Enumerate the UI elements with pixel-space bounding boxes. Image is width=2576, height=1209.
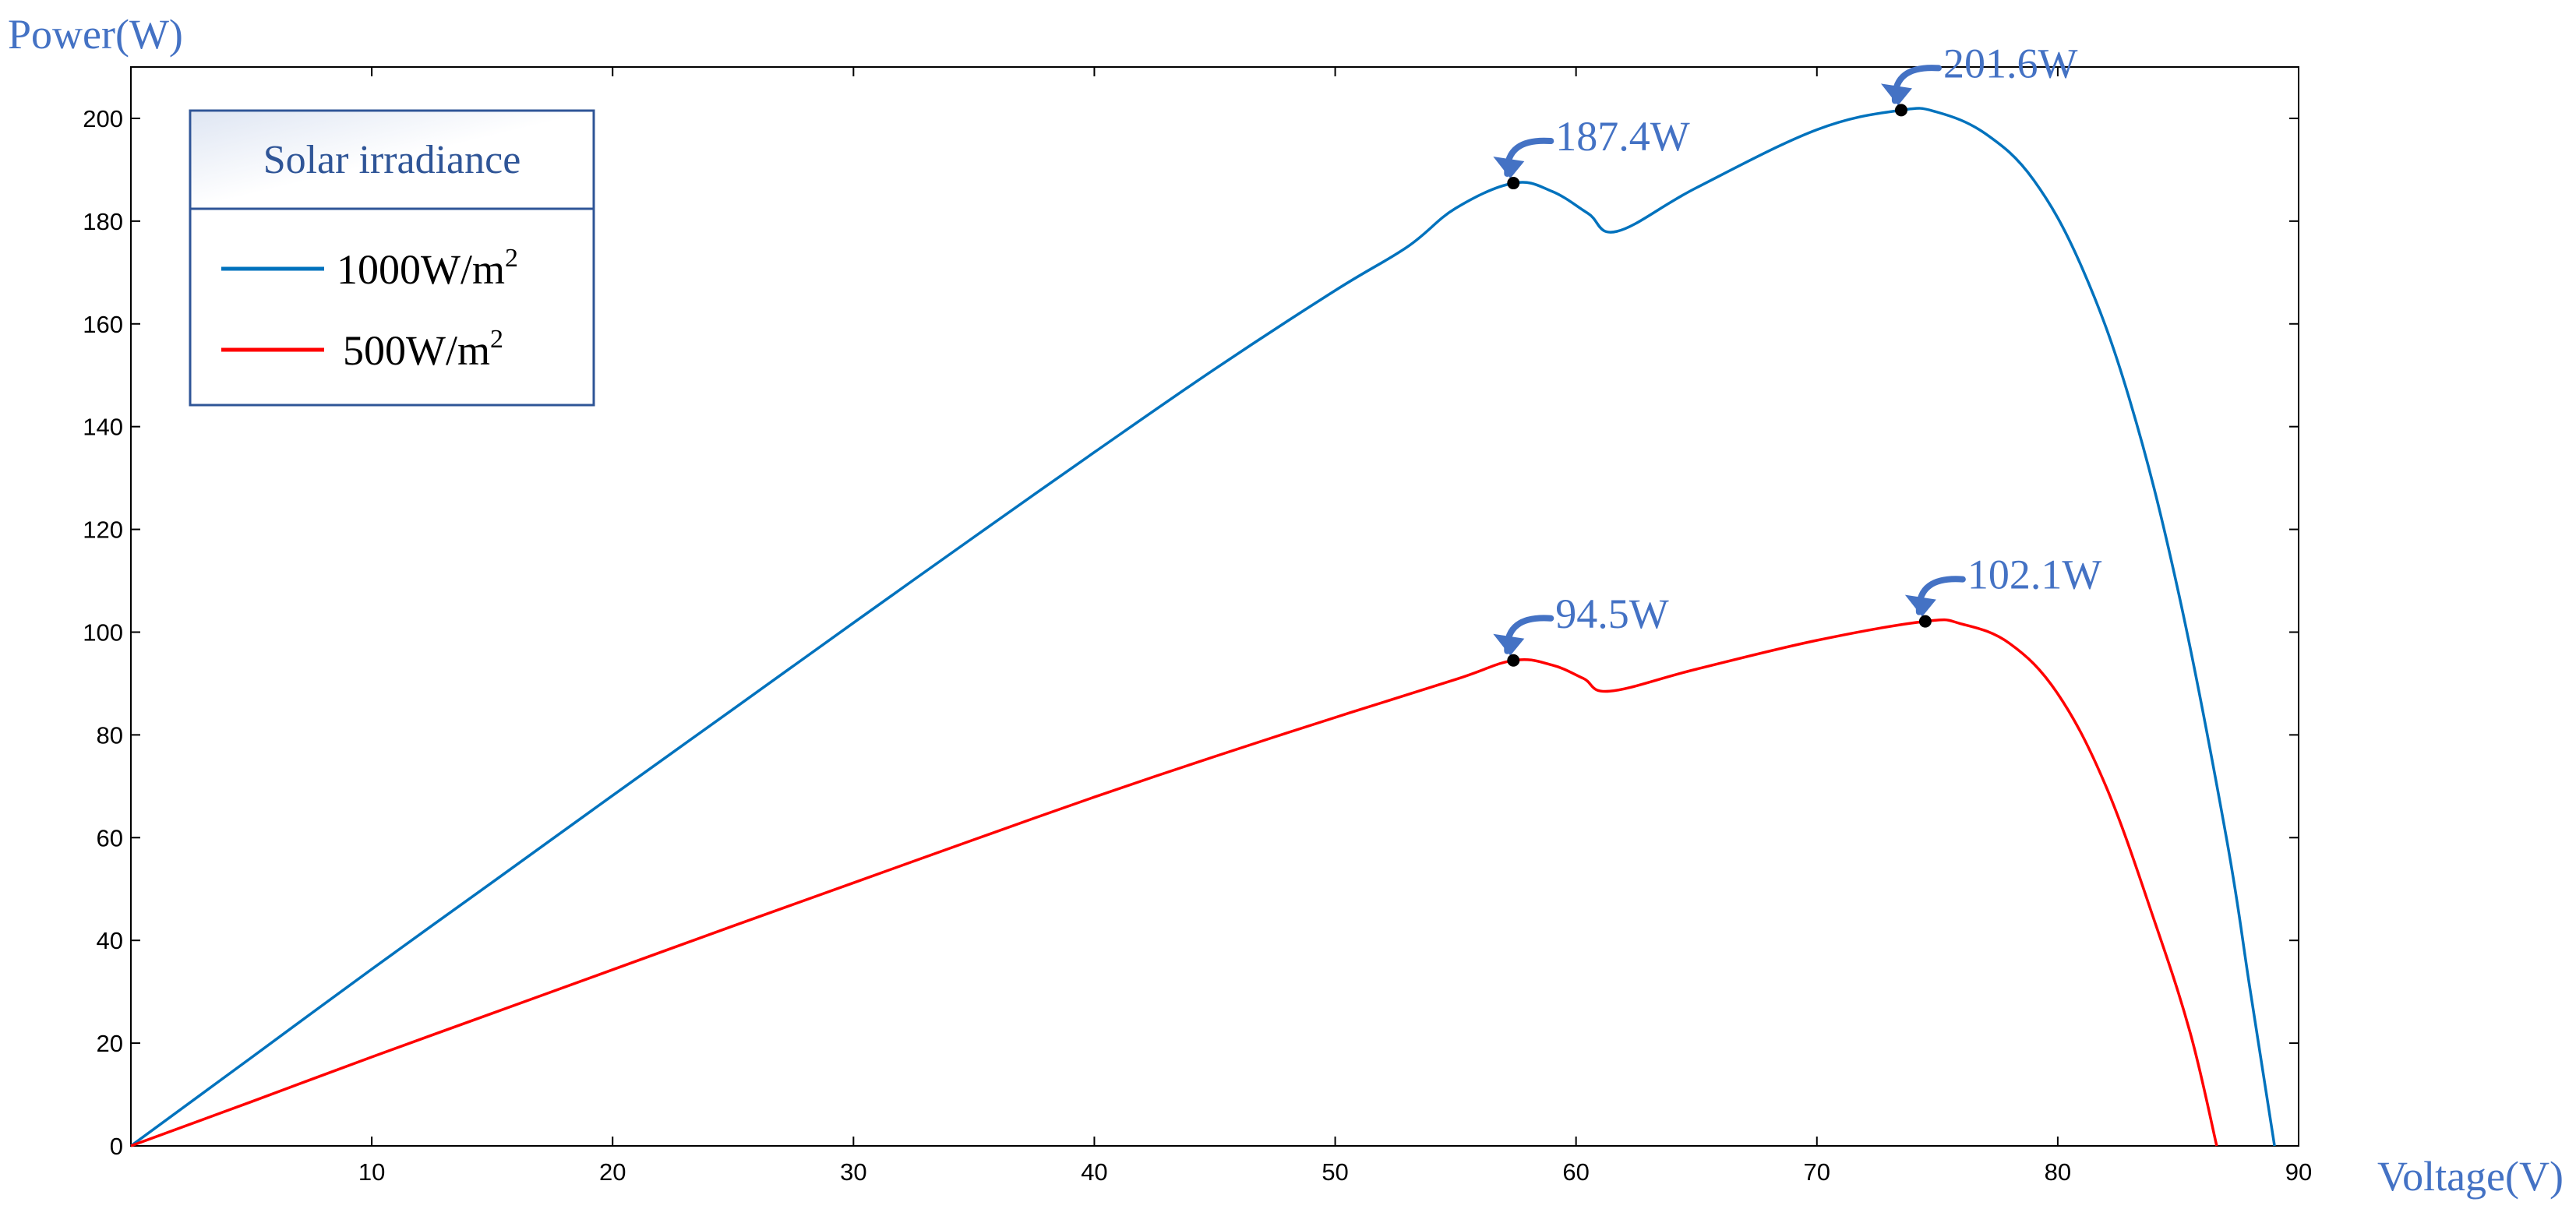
- annotation-label: 102.1W: [1967, 552, 2102, 598]
- y-tick-label: 20: [97, 1030, 123, 1057]
- annotation-arrowhead: [1493, 157, 1525, 179]
- y-tick-label: 180: [83, 208, 123, 235]
- series-line-0: [129, 107, 2276, 1147]
- axis-ticks: [131, 67, 2299, 1147]
- peak-marker: [1507, 177, 1520, 190]
- y-tick-label: 100: [83, 619, 123, 646]
- annotation-arrowhead: [1493, 633, 1525, 656]
- y-tick-label: 80: [97, 721, 123, 749]
- legend-title-bg: [192, 112, 592, 209]
- x-tick-label: 10: [358, 1158, 385, 1186]
- legend: Solar irradiance 1000W/m2 500W/m2: [189, 109, 595, 407]
- legend-entry-500: 500W/m2: [343, 325, 503, 374]
- annotation-label: 187.4W: [1555, 113, 1690, 160]
- x-tick-label: 60: [1562, 1158, 1589, 1186]
- peak-marker: [1918, 615, 1932, 628]
- peak-marker: [1507, 654, 1520, 667]
- x-tick-label: 90: [2285, 1158, 2312, 1186]
- series-line-1: [130, 618, 2218, 1147]
- x-axis-title: Voltage(V): [2377, 1153, 2564, 1200]
- tick-labels: 10 20 30 40 50 60 70 80 90 0 20 40 60 80 100 120 140 160 1…: [83, 105, 2312, 1186]
- y-tick-label: 120: [83, 516, 123, 544]
- x-tick-label: 70: [1804, 1158, 1830, 1186]
- annotation-label: 201.6W: [1943, 40, 2078, 86]
- x-tick-label: 40: [1081, 1158, 1107, 1186]
- annotation-arrowhead: [1904, 594, 1936, 617]
- y-tick-label: 0: [110, 1133, 123, 1160]
- x-tick-label: 50: [1322, 1158, 1348, 1186]
- x-tick-label: 20: [599, 1158, 626, 1186]
- series-layer: [129, 107, 2276, 1147]
- annotation-arrowhead: [1880, 83, 1912, 106]
- legend-title: Solar irradiance: [263, 138, 521, 182]
- peak-marker: [1894, 104, 1907, 117]
- legend-entry-1000: 1000W/m2: [337, 244, 518, 293]
- y-tick-label: 200: [83, 105, 123, 132]
- y-tick-label: 40: [97, 927, 123, 954]
- y-tick-label: 140: [83, 414, 123, 441]
- annotations: 187.4W 201.6W 94.5W 102.1W: [1493, 40, 2102, 667]
- x-tick-label: 80: [2045, 1158, 2071, 1186]
- x-tick-label: 30: [840, 1158, 866, 1186]
- y-axis-title: Power(W): [8, 11, 183, 58]
- y-tick-label: 60: [97, 824, 123, 851]
- y-tick-label: 160: [83, 311, 123, 338]
- annotation-label: 94.5W: [1555, 590, 1669, 637]
